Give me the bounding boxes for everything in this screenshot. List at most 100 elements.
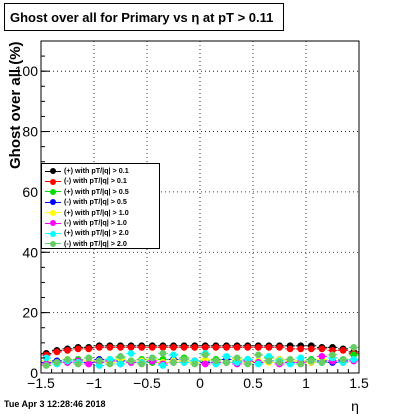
legend-marker (50, 178, 56, 185)
data-point (42, 354, 50, 362)
data-point (42, 362, 50, 369)
data-point (201, 351, 209, 359)
legend-label: (+) with pT/|q| > 0.1 (64, 166, 129, 175)
data-point (180, 343, 188, 351)
legend-marker (50, 209, 56, 216)
legend-marker (50, 168, 56, 175)
data-point (276, 343, 283, 351)
legend-item: (-) with pT/|q| > 2.0 (42, 239, 159, 249)
data-point (64, 346, 71, 354)
y-tick-label: 80 (22, 124, 38, 140)
y-axis-label: Ghost over all (%) (7, 41, 24, 169)
tick-labels: −1.5 −1 −0.5 0 0.5 1 1.5 0 20 40 60 80 100 (15, 63, 369, 391)
timestamp: Tue Apr 3 12:28:46 2018 (4, 399, 106, 409)
data-point (307, 357, 315, 365)
data-point (223, 343, 230, 351)
data-points (41, 342, 359, 369)
data-point (85, 360, 93, 368)
legend-item: (+) with pT/|q| > 2.0 (42, 228, 159, 238)
data-point (127, 343, 135, 351)
data-point (106, 360, 114, 368)
x-tick-label: 0 (196, 375, 204, 391)
data-point (170, 359, 177, 366)
data-point (350, 343, 358, 351)
legend-marker (50, 230, 56, 237)
data-point (148, 354, 156, 362)
data-point (297, 360, 305, 368)
data-point (138, 360, 146, 368)
data-point (318, 353, 326, 360)
x-tick-label: 1.5 (349, 375, 369, 391)
data-point (254, 351, 262, 359)
data-point (64, 356, 71, 363)
data-point (201, 343, 209, 351)
data-point (53, 359, 61, 366)
data-point (180, 356, 188, 363)
data-point (265, 357, 273, 365)
legend-item: (-) with pT/|q| > 0.5 (42, 197, 159, 207)
data-point (318, 359, 326, 366)
data-point (159, 362, 167, 369)
data-point (318, 345, 326, 353)
data-point (339, 356, 347, 363)
data-point (350, 356, 358, 363)
y-tick-label: 100 (15, 63, 39, 79)
data-point (339, 346, 347, 354)
data-point (201, 360, 209, 368)
data-point (85, 345, 93, 353)
data-point (233, 343, 241, 351)
legend-label: (-) with pT/|q| > 0.5 (64, 197, 127, 207)
data-point (233, 354, 241, 362)
legend-item: (+) with pT/|q| > 1.0 (42, 208, 159, 218)
data-point (191, 360, 199, 368)
data-point (117, 360, 124, 368)
data-point (244, 343, 252, 351)
legend-item: (+) with pT/|q| > 0.5 (42, 187, 159, 197)
data-point (307, 345, 315, 353)
data-point (95, 343, 103, 351)
data-point (170, 343, 177, 351)
data-point (276, 359, 283, 366)
y-tick-label: 20 (22, 305, 38, 321)
legend-label: (+) with pT/|q| > 1.0 (64, 207, 129, 217)
legend: (+) with pT/|q| > 0.1 (-) with pT/|q| > 0… (41, 163, 160, 249)
data-point (159, 349, 167, 357)
data-point (286, 345, 294, 353)
data-point (138, 343, 146, 351)
chart-title: Ghost over all for Primary vs η at pT > … (4, 3, 284, 31)
x-tick-label: −1.5 (27, 375, 55, 391)
legend-label: (+) with pT/|q| > 2.0 (64, 228, 129, 238)
data-point (95, 357, 103, 365)
legend-item: (-) with pT/|q| > 0.1 (42, 176, 159, 186)
y-tick-label: 40 (22, 244, 38, 260)
data-point (85, 354, 93, 362)
data-point (265, 343, 273, 351)
data-point (117, 343, 124, 351)
data-point (127, 349, 135, 357)
data-point (53, 348, 61, 356)
data-point (127, 357, 135, 365)
data-point (244, 360, 252, 368)
legend-marker (50, 240, 56, 247)
y-tick-label: 0 (30, 365, 38, 381)
data-point (159, 343, 167, 351)
data-point (106, 343, 114, 351)
legend-marker (50, 199, 56, 206)
data-point (170, 351, 177, 359)
x-tick-label: 1 (302, 375, 310, 391)
data-point (254, 343, 262, 351)
data-point (212, 357, 220, 365)
data-point (74, 360, 82, 368)
x-tick-label: −0.5 (133, 375, 161, 391)
legend-label: (-) with pT/|q| > 0.1 (64, 176, 127, 186)
data-point (297, 354, 305, 362)
data-point (74, 345, 82, 353)
data-point (191, 343, 199, 351)
x-tick-label: −1 (86, 375, 102, 391)
y-tick-label: 60 (22, 184, 38, 200)
data-point (286, 356, 294, 363)
legend-marker (50, 220, 56, 227)
data-point (148, 343, 156, 351)
data-point (117, 353, 124, 360)
